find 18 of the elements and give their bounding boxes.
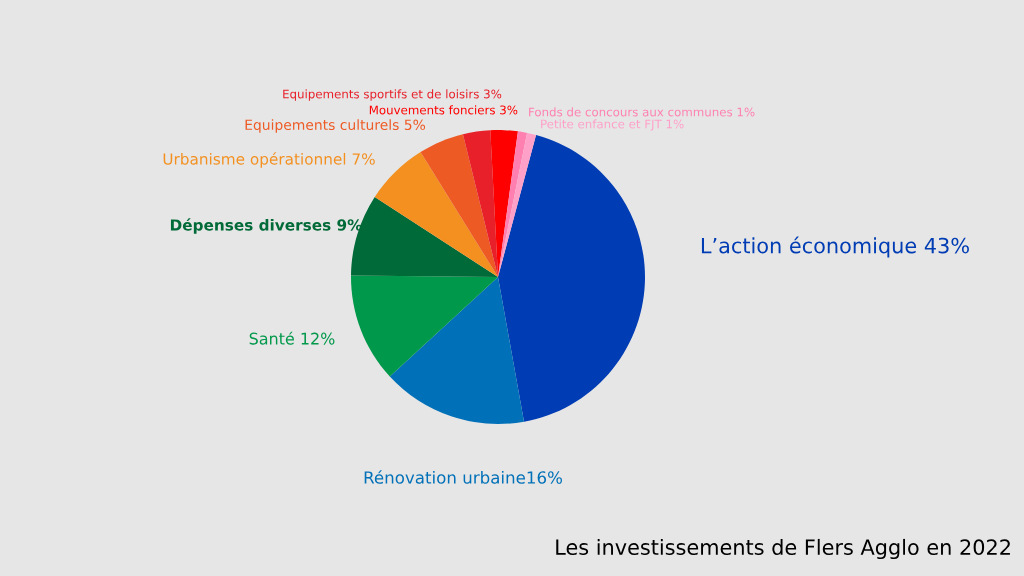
pie-slice — [498, 132, 537, 277]
slice-label: L’action économique 43% — [701, 236, 969, 258]
pie-slice — [351, 275, 498, 377]
pie-slice — [462, 130, 498, 277]
slice-label: Mouvements fonciers 3% — [369, 105, 518, 115]
slice-label: Equipements sportifs et de loisirs 3% — [283, 89, 502, 101]
pie-slice — [498, 131, 528, 277]
pie-slice — [389, 277, 525, 424]
slice-label: Santé 12% — [249, 331, 335, 345]
slice-label: Rénovation urbaine16% — [364, 470, 562, 484]
slice-label: Equipements culturels 5% — [245, 119, 426, 133]
pie-slice — [498, 135, 645, 422]
pie-slice — [420, 134, 498, 277]
slice-label: Fonds de concours aux communes 1% — [529, 107, 755, 117]
pie-slice — [374, 152, 498, 277]
slice-label: Urbanisme opérationnel 7% — [163, 152, 375, 168]
slice-label: Petite enfance et FJT 1% — [541, 119, 684, 131]
text: Les investissements de Flers Agglo en 2022 — [556, 538, 1010, 560]
